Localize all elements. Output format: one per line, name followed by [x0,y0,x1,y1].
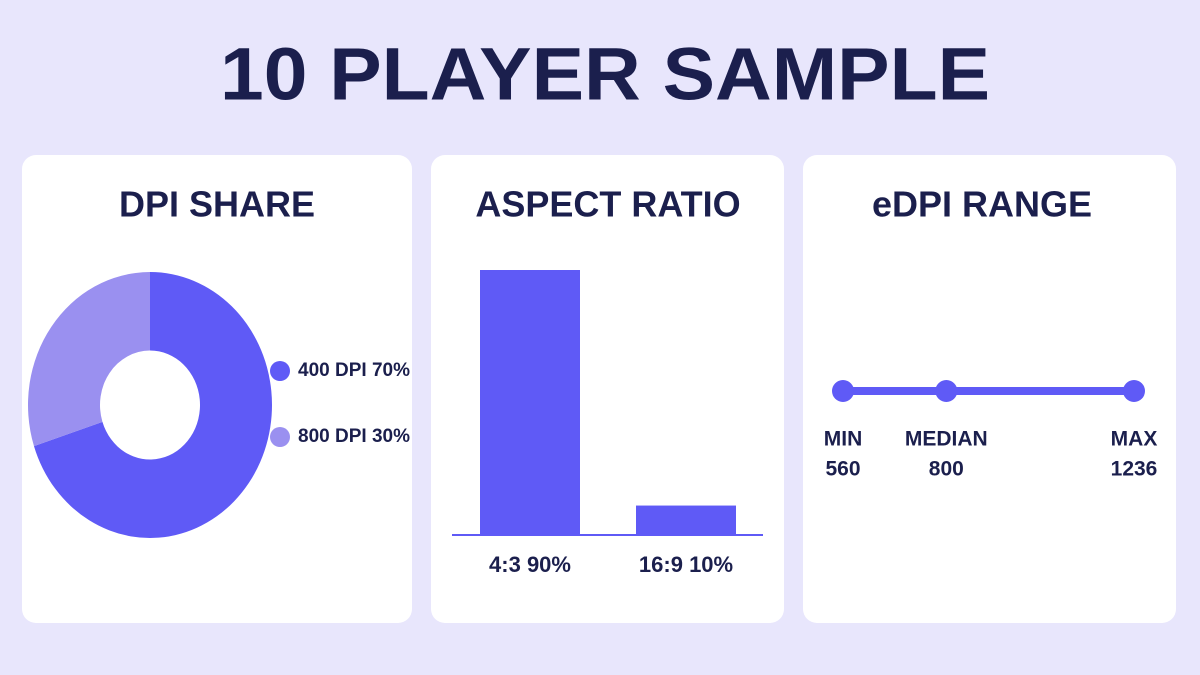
category-label: 4:3 [489,552,521,577]
range-label: MAX [1111,428,1158,451]
label: 4:3 90% [489,552,571,577]
range-point [1123,380,1145,402]
value-label: 10% [689,552,733,577]
chart-title: eDPI RANGE [872,184,1092,225]
bar [636,505,736,535]
range-value: 1236 [1111,458,1158,481]
chart-title: ASPECT RATIO [475,184,740,225]
legend-swatch [270,361,290,381]
pie-slice [33,272,273,538]
range-label: MEDIAN [905,428,988,451]
value-label: 90% [527,552,571,577]
value-label: 30% [372,426,410,447]
label: 16:9 10% [639,552,733,577]
category-label: 16:9 [639,552,683,577]
bar [480,270,580,535]
category-label: 400 DPI [298,360,367,381]
page-title: 10 PLAYER SAMPLE [220,33,990,116]
range-point [832,380,854,402]
label: 800 DPI 30% [298,426,410,447]
range-point [935,380,958,402]
value-label: 70% [372,360,410,381]
chart-title: DPI SHARE [119,184,315,225]
range-value: 800 [929,458,964,481]
range-label: MIN [824,428,863,451]
label: 400 DPI 70% [298,360,410,381]
category-label: 800 DPI [298,426,367,447]
pie-slice [28,272,150,447]
range-value: 560 [825,458,860,481]
legend-swatch [270,427,290,447]
